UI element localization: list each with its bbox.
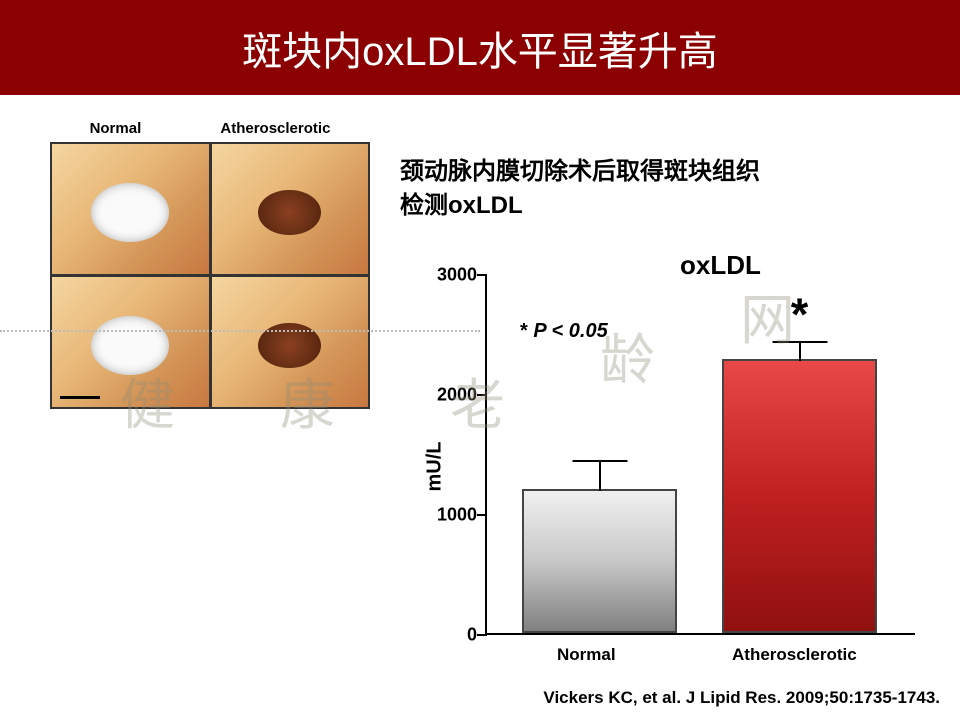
y-tick-label-1000: 1000 xyxy=(432,505,477,526)
slide-title: 斑块内oxLDL水平显著升高 xyxy=(242,19,718,77)
bar-chart: oxLDL * P < 0.05 mU/L 0 1000 2000 3000 xyxy=(425,275,945,695)
bar-athero: * xyxy=(722,359,877,633)
error-bar-athero xyxy=(799,341,801,361)
error-cap-athero xyxy=(772,341,827,343)
description-line2: 检测oxLDL xyxy=(400,189,760,223)
y-axis-label: mU/L xyxy=(424,442,447,492)
tissue-athero-top xyxy=(212,144,369,274)
y-tick xyxy=(477,514,487,516)
significance-star: * xyxy=(791,289,809,341)
y-tick xyxy=(477,634,487,636)
tissue-normal-bottom xyxy=(52,277,209,407)
error-bar-normal xyxy=(599,460,601,491)
plot-area: 0 1000 2000 3000 * Normal Atheroscleroti… xyxy=(485,275,915,635)
image-label-normal: Normal xyxy=(90,120,142,137)
y-tick xyxy=(477,274,487,276)
x-label-normal: Normal xyxy=(557,645,616,665)
tissue-normal-top xyxy=(52,144,209,274)
image-labels-row: Normal Atherosclerotic xyxy=(50,120,370,137)
citation: Vickers KC, et al. J Lipid Res. 2009;50:… xyxy=(543,688,940,708)
tissue-image-grid xyxy=(50,142,370,409)
y-tick xyxy=(477,394,487,396)
dotted-divider xyxy=(0,330,480,332)
error-cap-normal xyxy=(572,460,627,462)
description-line1: 颈动脉内膜切除术后取得斑块组织 xyxy=(400,155,760,189)
tissue-image-panel: Normal Atherosclerotic xyxy=(50,120,370,409)
scale-bar xyxy=(60,396,100,399)
y-tick-label-0: 0 xyxy=(432,625,477,646)
x-label-athero: Atherosclerotic xyxy=(732,645,857,665)
y-tick-label-3000: 3000 xyxy=(432,265,477,286)
description-text: 颈动脉内膜切除术后取得斑块组织 检测oxLDL xyxy=(400,155,760,222)
tissue-athero-bottom xyxy=(212,277,369,407)
title-bar: 斑块内oxLDL水平显著升高 xyxy=(0,0,960,95)
content-area: Normal Atherosclerotic 颈动脉内膜切除术后取得斑块组织 检… xyxy=(0,95,960,720)
image-label-athero: Atherosclerotic xyxy=(220,120,330,137)
bar-normal xyxy=(522,489,677,633)
y-tick-label-2000: 2000 xyxy=(432,385,477,406)
